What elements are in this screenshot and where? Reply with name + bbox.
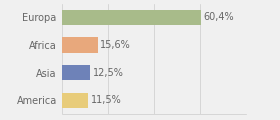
Bar bbox=[62, 10, 201, 25]
Bar bbox=[62, 65, 90, 80]
Text: 12,5%: 12,5% bbox=[93, 68, 124, 78]
Bar bbox=[62, 37, 98, 53]
Bar bbox=[62, 93, 88, 108]
Text: 60,4%: 60,4% bbox=[204, 12, 234, 22]
Text: 11,5%: 11,5% bbox=[90, 95, 121, 105]
Text: 15,6%: 15,6% bbox=[100, 40, 131, 50]
